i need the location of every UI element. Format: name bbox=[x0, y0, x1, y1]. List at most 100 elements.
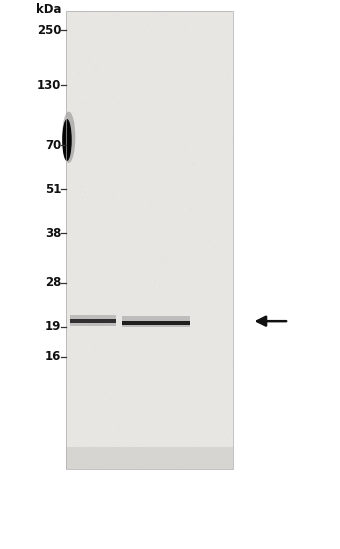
Point bbox=[105, 56, 110, 65]
Point bbox=[130, 70, 135, 79]
Point bbox=[84, 459, 89, 468]
Point bbox=[124, 411, 130, 420]
Point bbox=[112, 194, 117, 203]
Point bbox=[154, 209, 159, 217]
Point bbox=[102, 24, 108, 32]
Point bbox=[83, 364, 88, 373]
Point bbox=[221, 178, 227, 187]
Point bbox=[215, 340, 220, 349]
Point bbox=[117, 199, 123, 208]
Point bbox=[166, 97, 171, 106]
Point bbox=[175, 267, 180, 276]
Point bbox=[120, 312, 126, 321]
Point bbox=[212, 115, 218, 124]
Point bbox=[72, 64, 78, 73]
Point bbox=[156, 8, 162, 17]
Point bbox=[65, 175, 70, 183]
Point bbox=[188, 205, 193, 214]
Point bbox=[108, 32, 113, 41]
Point bbox=[75, 304, 80, 312]
Point bbox=[126, 432, 132, 441]
Point bbox=[129, 137, 134, 145]
Point bbox=[128, 86, 134, 95]
Point bbox=[168, 461, 174, 469]
Point bbox=[76, 110, 82, 119]
Point bbox=[93, 321, 99, 329]
Point bbox=[82, 401, 87, 410]
Point bbox=[126, 111, 131, 120]
Point bbox=[76, 354, 81, 363]
Point bbox=[106, 186, 112, 195]
Point bbox=[149, 306, 155, 315]
Point bbox=[65, 170, 70, 178]
Point bbox=[136, 206, 141, 215]
Point bbox=[97, 97, 103, 105]
Point bbox=[221, 167, 226, 176]
Point bbox=[111, 371, 117, 379]
Point bbox=[169, 85, 174, 94]
Point bbox=[165, 402, 171, 411]
Point bbox=[167, 185, 172, 194]
Point bbox=[148, 197, 153, 205]
Point bbox=[96, 462, 102, 471]
Point bbox=[154, 60, 159, 69]
Point bbox=[100, 379, 105, 388]
Point bbox=[85, 405, 90, 414]
Point bbox=[118, 261, 123, 270]
Point bbox=[213, 311, 218, 320]
Point bbox=[74, 400, 80, 409]
Point bbox=[109, 257, 114, 266]
Point bbox=[134, 294, 140, 302]
Point bbox=[84, 161, 89, 170]
Point bbox=[188, 204, 193, 212]
Point bbox=[161, 61, 167, 70]
Point bbox=[81, 451, 86, 460]
Point bbox=[160, 253, 166, 261]
Point bbox=[201, 98, 206, 107]
Point bbox=[167, 108, 173, 116]
Point bbox=[228, 428, 234, 436]
Point bbox=[197, 382, 203, 390]
Point bbox=[142, 240, 147, 249]
Point bbox=[225, 434, 231, 443]
Point bbox=[171, 120, 176, 128]
Point bbox=[76, 163, 81, 172]
Point bbox=[164, 259, 169, 267]
Point bbox=[161, 256, 166, 265]
Point bbox=[192, 364, 197, 373]
Point bbox=[75, 333, 81, 342]
Point bbox=[202, 408, 208, 417]
Point bbox=[180, 143, 185, 152]
Point bbox=[177, 114, 183, 123]
Point bbox=[151, 236, 156, 245]
Point bbox=[228, 434, 234, 443]
Point bbox=[128, 222, 133, 231]
Point bbox=[190, 444, 196, 452]
Point bbox=[77, 62, 82, 71]
Point bbox=[139, 219, 145, 227]
Point bbox=[86, 192, 92, 200]
Point bbox=[82, 196, 87, 205]
Point bbox=[85, 127, 90, 136]
Point bbox=[78, 448, 84, 457]
Point bbox=[96, 182, 101, 191]
Bar bbox=[70, 315, 116, 326]
Point bbox=[219, 65, 224, 74]
Point bbox=[132, 315, 137, 324]
Point bbox=[141, 98, 146, 107]
Point bbox=[67, 14, 72, 23]
Point bbox=[228, 282, 234, 291]
Point bbox=[124, 155, 130, 164]
Point bbox=[211, 419, 217, 428]
Point bbox=[198, 67, 204, 76]
Point bbox=[88, 421, 94, 430]
Point bbox=[105, 193, 111, 201]
Point bbox=[147, 166, 152, 175]
Point bbox=[139, 283, 145, 292]
Point bbox=[184, 171, 189, 180]
Point bbox=[173, 238, 179, 247]
Point bbox=[167, 193, 172, 202]
Point bbox=[158, 329, 164, 338]
Point bbox=[140, 268, 146, 277]
Point bbox=[83, 341, 89, 350]
